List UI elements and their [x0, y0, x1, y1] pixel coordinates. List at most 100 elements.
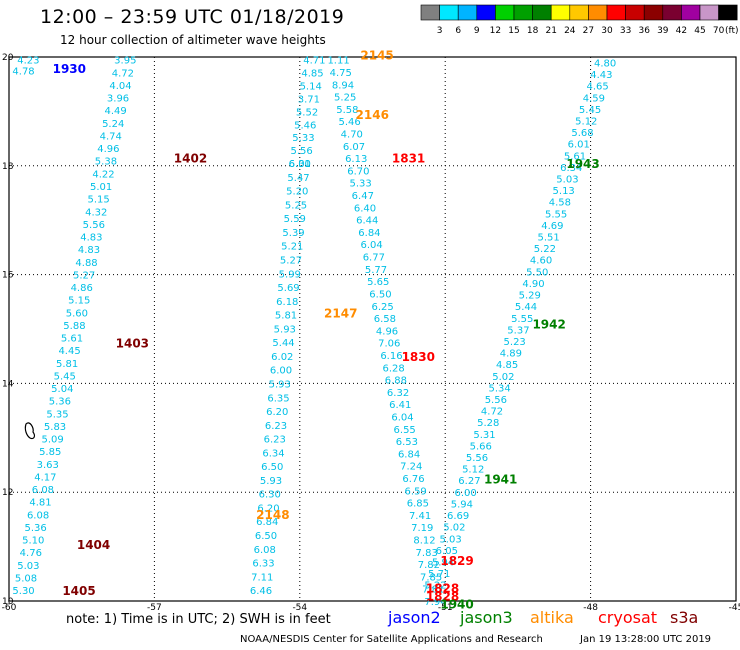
swh-value: 5.23 — [504, 337, 526, 348]
swh-value: 6.35 — [267, 393, 289, 404]
pass-id-label: 1830 — [402, 350, 435, 364]
pass-id-label: 2148 — [256, 508, 289, 522]
swh-value: 4.74 — [100, 131, 122, 142]
y-tick-label: 12 — [2, 488, 13, 498]
swh-value: 6.33 — [252, 559, 274, 570]
swh-value: 5.81 — [56, 359, 78, 370]
pass-id-label: 2147 — [324, 307, 357, 321]
swh-value: 6.84 — [358, 228, 380, 239]
swh-value: 7.24 — [400, 462, 422, 473]
swh-value: 5.81 — [275, 311, 297, 322]
swh-value: 4.60 — [530, 256, 552, 267]
colorbar-label: 15 — [508, 26, 519, 36]
swh-value: 4.80 — [594, 58, 616, 69]
swh-value: 3.95 — [114, 56, 136, 67]
swh-value: 5.46 — [294, 120, 316, 131]
swh-value: 5.93 — [269, 379, 291, 390]
x-tick-label: -57 — [147, 603, 162, 612]
swh-value: 4.75 — [330, 68, 352, 79]
colorbar-label: 70 — [713, 26, 725, 36]
swh-value: 4.85 — [301, 69, 323, 80]
colorbar-label: 24 — [564, 26, 576, 36]
swh-value: 5.99 — [279, 269, 301, 280]
swh-value: 5.22 — [424, 581, 446, 592]
swh-value: 5.36 — [49, 397, 71, 408]
pass-id-label: 2146 — [356, 108, 389, 122]
swh-value: 6.20 — [266, 407, 288, 418]
swh-value: 5.46 — [338, 117, 360, 128]
swh-value: 6.77 — [363, 253, 385, 264]
swh-value: 6.76 — [402, 474, 424, 485]
swh-value: 6.00 — [270, 366, 292, 377]
swh-value: 5.55 — [511, 314, 533, 325]
pass-id-label: 1829 — [440, 554, 473, 568]
colorbar-label: 39 — [657, 26, 669, 36]
swh-value: 4.85 — [496, 360, 518, 371]
legend-cryosat-label: cryosat — [598, 608, 658, 627]
legend-jason2: jason2 — [388, 608, 441, 627]
legend-jason2-label: jason2 — [388, 608, 441, 627]
map-frame — [8, 56, 737, 602]
swh-value: 6.59 — [405, 486, 427, 497]
legend-jason3: jason3 — [460, 608, 513, 627]
swh-value: 4.71 — [303, 56, 325, 67]
swh-value: 7.06 — [378, 339, 400, 350]
swh-value: 6.85 — [407, 499, 429, 510]
swh-value: 7.85 — [420, 572, 442, 583]
swh-value: 6.50 — [261, 462, 283, 473]
y-tick-label: 14 — [2, 379, 14, 389]
altimeter-map: -60-57-54-51-48-451012141618203.954.724.… — [2, 48, 740, 612]
swh-value: 5.21 — [281, 242, 303, 253]
swh-value: 4.83 — [80, 233, 102, 244]
swh-value: 6.04 — [391, 412, 413, 423]
y-tick-label: 18 — [2, 162, 14, 172]
swh-value: 5.85 — [39, 447, 61, 458]
swh-value: 4.76 — [20, 548, 42, 559]
swh-value: 5.68 — [571, 128, 593, 139]
swh-value: 5.29 — [519, 291, 541, 302]
swh-value: 5.47 — [287, 173, 309, 184]
colorbar-label: 42 — [676, 26, 687, 36]
x-tick-label: -45 — [729, 603, 740, 612]
swh-value: 5.56 — [83, 220, 105, 231]
swh-value: 5.08 — [15, 573, 37, 584]
swh-value: 5.69 — [277, 283, 299, 294]
swh-value: 4.17 — [34, 472, 56, 483]
swh-value: 6.34 — [560, 163, 582, 174]
swh-value: 6.08 — [254, 545, 276, 556]
swh-value: 5.44 — [272, 338, 294, 349]
swh-value: 5.15 — [88, 195, 110, 206]
swh-value: 4.88 — [75, 258, 97, 269]
credit-line: NOAA/NESDIS Center for Satellite Applica… — [240, 634, 543, 645]
map-title: 12:00 – 23:59 UTC 01/18/2019 — [40, 6, 345, 28]
swh-value: 5.10 — [22, 536, 44, 547]
swh-value: 6.23 — [265, 421, 287, 432]
swh-value: 5.15 — [68, 296, 90, 307]
pass-id-label: 1942 — [532, 318, 565, 332]
swh-value: 4.69 — [541, 221, 563, 232]
map-subtitle: 12 hour collection of altimeter wave hei… — [60, 33, 326, 47]
swh-value: 6.27 — [458, 476, 480, 487]
swh-value: 5.03 — [556, 174, 578, 185]
swh-value: 6.84 — [256, 517, 278, 528]
island-outline — [24, 422, 36, 440]
colorbar-label: 6 — [455, 26, 461, 36]
footnote-note: note: 1) Time is in UTC; 2) SWH is in fe… — [66, 612, 331, 627]
pass-id-label: 1404 — [77, 538, 110, 552]
swh-value: 5.12 — [462, 465, 484, 476]
swh-value: 6.20 — [257, 503, 279, 514]
colorbar-label: 45 — [694, 26, 705, 36]
swh-value: 4.78 — [12, 67, 34, 78]
swh-value: 4.83 — [78, 245, 100, 256]
x-tick-label: -54 — [292, 603, 307, 612]
swh-value: 5.52 — [296, 107, 318, 118]
swh-value: 6.69 — [447, 511, 469, 522]
y-tick-label: 20 — [2, 53, 14, 63]
legend-cryosat: cryosat — [598, 608, 657, 627]
wave-height-colorbar: 3 6 9 12 15 18 21 24 27 30 33 36 39 42 45 70 (ft) — [420, 4, 739, 36]
swh-value: 5.35 — [46, 409, 68, 420]
swh-value: 6.70 — [347, 166, 369, 177]
swh-value: 5.02 — [492, 372, 514, 383]
swh-value: 6.00 — [289, 159, 311, 170]
pass-id-label: 1940 — [440, 598, 473, 612]
